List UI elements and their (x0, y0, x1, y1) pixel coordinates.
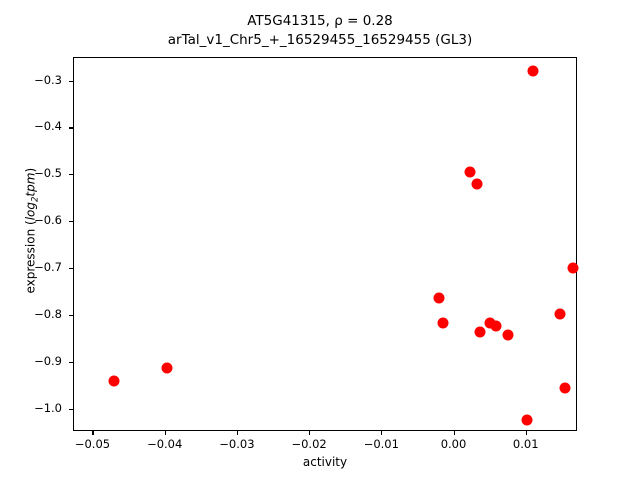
chart-title-block: AT5G41315, ρ = 0.28 arTal_v1_Chr5_+_1652… (0, 12, 640, 50)
y-tick-mark (69, 268, 73, 270)
x-tick-label: 0.01 (512, 437, 539, 451)
y-tick-mark (69, 221, 73, 223)
y-tick-label: −0.8 (34, 306, 62, 321)
x-axis-label: activity (302, 455, 348, 469)
x-tick-mark (236, 431, 238, 435)
y-tick-label: −0.3 (34, 72, 62, 87)
x-tick-label: −0.01 (363, 437, 399, 451)
y-tick-label: −0.9 (34, 353, 62, 368)
data-point (108, 375, 120, 387)
y-tick-mark (69, 127, 73, 129)
data-point (161, 362, 173, 374)
y-tick-label: −0.6 (34, 213, 62, 228)
x-tick-mark (164, 431, 166, 435)
data-point (471, 178, 483, 190)
data-point (474, 326, 486, 338)
y-tick-mark (69, 408, 73, 410)
data-point (521, 414, 533, 426)
x-tick-mark (309, 431, 311, 435)
data-point (464, 166, 476, 178)
x-tick-mark (92, 431, 94, 435)
x-tick-label: −0.03 (219, 437, 255, 451)
data-point (567, 262, 579, 274)
y-tick-mark (69, 314, 73, 316)
chart-title: AT5G41315, ρ = 0.28 (247, 13, 393, 29)
y-tick-mark (69, 80, 73, 82)
x-tick-label: −0.05 (74, 437, 111, 451)
data-points-layer (74, 58, 579, 430)
y-axis-label-prefix: expression ( (23, 220, 38, 294)
x-tick-mark (525, 431, 527, 435)
y-tick-label: −1.0 (34, 400, 62, 415)
data-point (559, 382, 571, 394)
x-tick-label: −0.02 (291, 437, 327, 451)
y-axis-label-log: log (23, 201, 38, 221)
chart-subtitle: arTal_v1_Chr5_+_16529455_16529455 (GL3) (167, 32, 473, 48)
y-tick-label: −0.4 (34, 119, 62, 134)
x-tick-mark (453, 431, 455, 435)
x-tick-label: 0.00 (440, 437, 467, 451)
y-axis-label-tpm: tpm (23, 172, 38, 197)
y-tick-label: −0.5 (34, 166, 62, 181)
x-tick-mark (381, 431, 383, 435)
data-point (527, 65, 538, 77)
y-axis-label-suffix: ) (23, 167, 38, 173)
x-tick-label: −0.04 (147, 437, 183, 451)
y-axis-label: expression (log2tpm) (23, 111, 40, 351)
data-point (437, 317, 449, 329)
y-axis-label-subscript: 2 (30, 196, 41, 202)
plot-area (73, 57, 579, 431)
y-tick-mark (69, 361, 73, 363)
data-point (490, 320, 502, 332)
data-point (554, 308, 566, 320)
y-tick-label: −0.7 (34, 260, 62, 274)
data-point (433, 292, 445, 304)
data-point (502, 329, 514, 341)
y-tick-mark (69, 174, 73, 176)
data-point (484, 317, 496, 329)
